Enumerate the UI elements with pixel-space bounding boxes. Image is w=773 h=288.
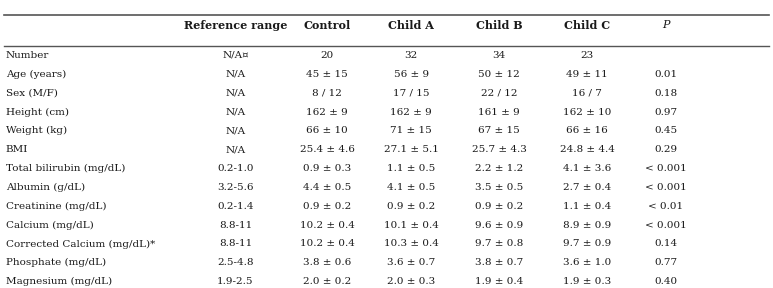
Text: 45 ± 15: 45 ± 15: [306, 70, 348, 79]
Text: 27.1 ± 5.1: 27.1 ± 5.1: [384, 145, 439, 154]
Text: 16 / 7: 16 / 7: [572, 89, 602, 98]
Text: 8.8-11: 8.8-11: [219, 221, 252, 230]
Text: 0.9 ± 0.3: 0.9 ± 0.3: [303, 164, 352, 173]
Text: 0.01: 0.01: [654, 70, 677, 79]
Text: N/A: N/A: [226, 145, 246, 154]
Text: 25.4 ± 4.6: 25.4 ± 4.6: [300, 145, 355, 154]
Text: 10.2 ± 0.4: 10.2 ± 0.4: [300, 221, 355, 230]
Text: 56 ± 9: 56 ± 9: [393, 70, 429, 79]
Text: 2.7 ± 0.4: 2.7 ± 0.4: [563, 183, 611, 192]
Text: 71 ± 15: 71 ± 15: [390, 126, 432, 135]
Text: N/A: N/A: [226, 107, 246, 117]
Text: 0.77: 0.77: [654, 258, 677, 267]
Text: 8 / 12: 8 / 12: [312, 89, 342, 98]
Text: 162 ± 10: 162 ± 10: [563, 107, 611, 117]
Text: 50 ± 12: 50 ± 12: [478, 70, 520, 79]
Text: 3.8 ± 0.6: 3.8 ± 0.6: [303, 258, 352, 267]
Text: Number: Number: [5, 51, 49, 60]
Text: 10.3 ± 0.4: 10.3 ± 0.4: [384, 240, 439, 249]
Text: 162 ± 9: 162 ± 9: [390, 107, 432, 117]
Text: N/A: N/A: [226, 89, 246, 98]
Text: 3.6 ± 1.0: 3.6 ± 1.0: [563, 258, 611, 267]
Text: N/A: N/A: [226, 70, 246, 79]
Text: 34: 34: [492, 51, 506, 60]
Text: < 0.001: < 0.001: [645, 221, 686, 230]
Text: BMI: BMI: [5, 145, 28, 154]
Text: 0.9 ± 0.2: 0.9 ± 0.2: [303, 202, 352, 211]
Text: 0.9 ± 0.2: 0.9 ± 0.2: [475, 202, 523, 211]
Text: 25.7 ± 4.3: 25.7 ± 4.3: [472, 145, 526, 154]
Text: 8.9 ± 0.9: 8.9 ± 0.9: [563, 221, 611, 230]
Text: 20: 20: [321, 51, 334, 60]
Text: 0.9 ± 0.2: 0.9 ± 0.2: [387, 202, 435, 211]
Text: 8.8-11: 8.8-11: [219, 240, 252, 249]
Text: Creatinine (mg/dL): Creatinine (mg/dL): [5, 202, 106, 211]
Text: Corrected Calcium (mg/dL)*: Corrected Calcium (mg/dL)*: [5, 239, 155, 249]
Text: 66 ± 16: 66 ± 16: [567, 126, 608, 135]
Text: 0.2-1.4: 0.2-1.4: [217, 202, 254, 211]
Text: 9.7 ± 0.9: 9.7 ± 0.9: [563, 240, 611, 249]
Text: N/A¤: N/A¤: [222, 51, 249, 60]
Text: 0.29: 0.29: [654, 145, 677, 154]
Text: Albumin (g/dL): Albumin (g/dL): [5, 183, 85, 192]
Text: Height (cm): Height (cm): [5, 107, 69, 117]
Text: P: P: [662, 20, 669, 30]
Text: Child B: Child B: [476, 20, 523, 31]
Text: 2.0 ± 0.3: 2.0 ± 0.3: [387, 277, 435, 286]
Text: 4.4 ± 0.5: 4.4 ± 0.5: [303, 183, 352, 192]
Text: 3.5 ± 0.5: 3.5 ± 0.5: [475, 183, 523, 192]
Text: < 0.01: < 0.01: [648, 202, 683, 211]
Text: 3.2-5.6: 3.2-5.6: [217, 183, 254, 192]
Text: 161 ± 9: 161 ± 9: [478, 107, 520, 117]
Text: 3.8 ± 0.7: 3.8 ± 0.7: [475, 258, 523, 267]
Text: 66 ± 10: 66 ± 10: [306, 126, 348, 135]
Text: 0.40: 0.40: [654, 277, 677, 286]
Text: 2.0 ± 0.2: 2.0 ± 0.2: [303, 277, 352, 286]
Text: 17 / 15: 17 / 15: [393, 89, 430, 98]
Text: Reference range: Reference range: [184, 20, 287, 31]
Text: 4.1 ± 0.5: 4.1 ± 0.5: [387, 183, 435, 192]
Text: Sex (M/F): Sex (M/F): [5, 89, 57, 98]
Text: 0.97: 0.97: [654, 107, 677, 117]
Text: 23: 23: [581, 51, 594, 60]
Text: 10.1 ± 0.4: 10.1 ± 0.4: [384, 221, 439, 230]
Text: 1.1 ± 0.5: 1.1 ± 0.5: [387, 164, 435, 173]
Text: < 0.001: < 0.001: [645, 183, 686, 192]
Text: Control: Control: [304, 20, 351, 31]
Text: 0.18: 0.18: [654, 89, 677, 98]
Text: 3.6 ± 0.7: 3.6 ± 0.7: [387, 258, 435, 267]
Text: 24.8 ± 4.4: 24.8 ± 4.4: [560, 145, 615, 154]
Text: 162 ± 9: 162 ± 9: [306, 107, 348, 117]
Text: Child A: Child A: [388, 20, 434, 31]
Text: Calcium (mg/dL): Calcium (mg/dL): [5, 221, 94, 230]
Text: < 0.001: < 0.001: [645, 164, 686, 173]
Text: 0.14: 0.14: [654, 240, 677, 249]
Text: Child C: Child C: [564, 20, 611, 31]
Text: 10.2 ± 0.4: 10.2 ± 0.4: [300, 240, 355, 249]
Text: 22 / 12: 22 / 12: [481, 89, 518, 98]
Text: Total bilirubin (mg/dL): Total bilirubin (mg/dL): [5, 164, 125, 173]
Text: Magnesium (mg/dL): Magnesium (mg/dL): [5, 277, 112, 286]
Text: 1.9 ± 0.4: 1.9 ± 0.4: [475, 277, 523, 286]
Text: 2.2 ± 1.2: 2.2 ± 1.2: [475, 164, 523, 173]
Text: 9.6 ± 0.9: 9.6 ± 0.9: [475, 221, 523, 230]
Text: 49 ± 11: 49 ± 11: [567, 70, 608, 79]
Text: 67 ± 15: 67 ± 15: [478, 126, 520, 135]
Text: 2.5-4.8: 2.5-4.8: [217, 258, 254, 267]
Text: Phosphate (mg/dL): Phosphate (mg/dL): [5, 258, 106, 267]
Text: 4.1 ± 3.6: 4.1 ± 3.6: [563, 164, 611, 173]
Text: 1.9-2.5: 1.9-2.5: [217, 277, 254, 286]
Text: 0.2-1.0: 0.2-1.0: [217, 164, 254, 173]
Text: 9.7 ± 0.8: 9.7 ± 0.8: [475, 240, 523, 249]
Text: N/A: N/A: [226, 126, 246, 135]
Text: 1.1 ± 0.4: 1.1 ± 0.4: [563, 202, 611, 211]
Text: Weight (kg): Weight (kg): [5, 126, 66, 135]
Text: 0.45: 0.45: [654, 126, 677, 135]
Text: 32: 32: [405, 51, 418, 60]
Text: 1.9 ± 0.3: 1.9 ± 0.3: [563, 277, 611, 286]
Text: Age (years): Age (years): [5, 70, 66, 79]
